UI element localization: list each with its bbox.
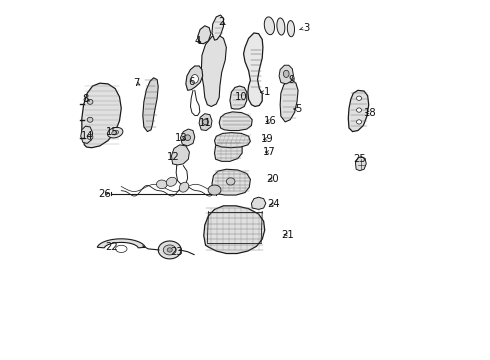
Polygon shape	[280, 80, 298, 122]
Polygon shape	[112, 130, 119, 135]
Polygon shape	[158, 241, 181, 259]
Polygon shape	[204, 206, 265, 253]
Polygon shape	[287, 21, 294, 37]
Polygon shape	[357, 96, 362, 100]
Polygon shape	[179, 182, 189, 192]
Polygon shape	[226, 178, 235, 185]
Polygon shape	[143, 78, 158, 132]
Polygon shape	[355, 157, 366, 171]
Text: 18: 18	[364, 108, 376, 118]
Text: 14: 14	[81, 131, 94, 141]
Polygon shape	[116, 245, 127, 252]
Polygon shape	[201, 35, 226, 107]
Text: 3: 3	[303, 23, 309, 33]
Polygon shape	[215, 133, 250, 148]
Text: 26: 26	[98, 189, 111, 199]
Polygon shape	[107, 127, 123, 138]
Polygon shape	[264, 17, 274, 35]
Text: 11: 11	[198, 118, 211, 128]
Polygon shape	[87, 117, 93, 122]
Polygon shape	[283, 70, 289, 77]
Text: 19: 19	[261, 134, 273, 144]
Text: 16: 16	[264, 116, 276, 126]
Text: 1: 1	[264, 87, 270, 97]
Text: 7: 7	[133, 78, 140, 88]
Polygon shape	[172, 145, 190, 165]
Polygon shape	[244, 33, 263, 107]
Polygon shape	[203, 119, 208, 125]
Polygon shape	[197, 26, 211, 44]
Polygon shape	[357, 108, 362, 112]
Polygon shape	[82, 83, 122, 148]
Text: 24: 24	[268, 199, 280, 210]
Polygon shape	[163, 245, 176, 255]
Text: 2: 2	[219, 17, 225, 27]
Text: 10: 10	[235, 92, 248, 102]
Polygon shape	[97, 239, 146, 248]
Text: 21: 21	[282, 230, 294, 239]
Polygon shape	[230, 86, 247, 109]
Polygon shape	[166, 177, 177, 186]
Polygon shape	[87, 99, 93, 104]
Polygon shape	[199, 114, 212, 131]
Text: 15: 15	[106, 127, 119, 136]
Polygon shape	[87, 134, 93, 139]
Text: 20: 20	[267, 174, 279, 184]
Text: 22: 22	[105, 242, 118, 252]
Text: 6: 6	[188, 77, 195, 87]
Text: 4: 4	[195, 36, 201, 46]
Polygon shape	[167, 248, 172, 252]
Text: 25: 25	[353, 154, 366, 164]
Polygon shape	[208, 185, 221, 195]
Polygon shape	[212, 169, 250, 195]
Polygon shape	[251, 197, 266, 210]
Polygon shape	[156, 180, 167, 189]
Text: 23: 23	[171, 247, 183, 257]
Polygon shape	[191, 75, 198, 83]
Polygon shape	[185, 135, 191, 140]
Polygon shape	[357, 120, 362, 124]
Text: 9: 9	[289, 75, 295, 85]
Polygon shape	[215, 140, 242, 161]
Polygon shape	[348, 90, 368, 132]
Text: 5: 5	[295, 104, 301, 114]
Polygon shape	[279, 65, 294, 84]
Polygon shape	[81, 126, 93, 143]
Text: 13: 13	[175, 133, 188, 143]
Polygon shape	[186, 66, 203, 90]
Text: 17: 17	[263, 147, 276, 157]
Polygon shape	[180, 129, 195, 146]
Text: 12: 12	[167, 152, 180, 162]
Polygon shape	[212, 15, 223, 40]
Polygon shape	[277, 18, 285, 35]
Text: 8: 8	[82, 94, 89, 104]
Polygon shape	[219, 112, 252, 131]
